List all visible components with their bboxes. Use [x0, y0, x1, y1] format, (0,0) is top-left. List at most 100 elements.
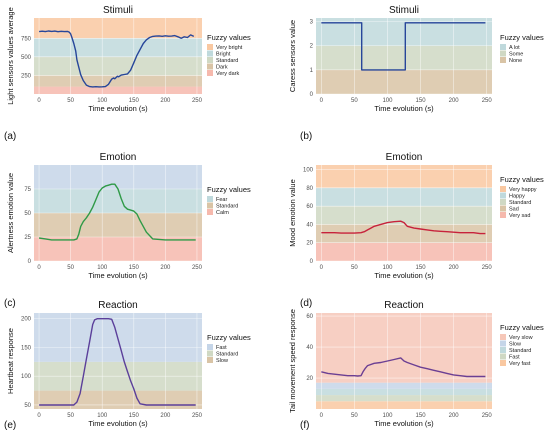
panel-label: (e) — [4, 420, 16, 431]
x-tick-label: 50 — [351, 265, 358, 271]
y-tick-label: 100 — [303, 168, 314, 174]
band-1 — [34, 213, 202, 237]
chart-title: Emotion — [386, 152, 423, 163]
legend-entry: None — [509, 58, 522, 64]
x-axis-label: Time evolution (s) — [88, 419, 148, 428]
legend-swatch — [500, 334, 506, 340]
x-tick-label: 100 — [97, 98, 108, 104]
legend-swatch — [207, 357, 213, 363]
x-tick-label: 0 — [320, 265, 324, 271]
x-tick-label: 100 — [382, 413, 393, 419]
legend-swatch — [207, 350, 213, 357]
x-axis-label: Time evolution (s) — [374, 271, 434, 280]
y-tick-label: 25 — [24, 235, 31, 241]
chart-title: Stimuli — [389, 5, 419, 16]
legend-title: Fuzzy values — [207, 333, 251, 342]
series-line-0 — [321, 357, 486, 378]
legend-swatch — [207, 196, 213, 202]
x-tick-label: 200 — [449, 413, 460, 419]
legend-entry: Very happy — [509, 187, 537, 193]
legend-title: Fuzzy values — [500, 175, 544, 184]
legend-entry: Calm — [216, 210, 229, 216]
x-tick-label: 50 — [351, 98, 358, 104]
x-tick-label: 0 — [320, 413, 324, 419]
y-axis-label: Light sensors values average — [6, 7, 15, 105]
x-tick-label: 250 — [192, 98, 203, 104]
x-tick-label: 250 — [482, 265, 493, 271]
legend-entry: Happy — [509, 194, 525, 200]
x-tick-label: 250 — [482, 413, 493, 419]
x-tick-label: 0 — [320, 98, 324, 104]
legend-swatch — [500, 212, 506, 218]
x-tick-label: 150 — [416, 413, 427, 419]
y-tick-label: 40 — [306, 222, 313, 228]
x-tick-label: 250 — [482, 98, 493, 104]
chart-panel-5: 0 50 100 150 200 250 20 40 60 Reaction Time evolut… — [288, 300, 544, 428]
band-2 — [34, 56, 202, 76]
legend: Fuzzy values Very brightBrightStandardDar… — [207, 33, 251, 77]
panel-label: (c) — [4, 298, 16, 309]
legend-entry: Very bright — [216, 45, 243, 51]
x-axis-label: Time evolution (s) — [88, 271, 148, 280]
chart-panel-3: 0 50 100 150 200 250 0 20 40 60 80 100 Emotion Time e… — [288, 152, 544, 280]
legend-entry: Very sad — [509, 213, 530, 219]
legend-swatch — [207, 63, 213, 70]
chart-title: Reaction — [98, 300, 137, 311]
band-1 — [316, 45, 492, 70]
band-1 — [316, 395, 492, 402]
legend-swatch — [500, 192, 506, 199]
legend-swatch — [500, 347, 506, 353]
y-tick-label: 1 — [310, 68, 314, 74]
legend-swatch — [500, 57, 506, 63]
y-tick-label: 150 — [21, 345, 32, 351]
x-tick-label: 50 — [351, 413, 358, 419]
x-tick-label: 150 — [416, 265, 427, 271]
x-tick-label: 200 — [449, 265, 460, 271]
legend-swatch — [500, 186, 506, 192]
band-0 — [34, 237, 202, 261]
y-tick-label: 100 — [21, 374, 32, 380]
band-1 — [34, 75, 202, 87]
x-tick-label: 200 — [449, 98, 460, 104]
x-tick-label: 250 — [192, 265, 203, 271]
y-tick-label: 60 — [306, 204, 313, 210]
band-0 — [316, 242, 492, 261]
y-tick-label: 0 — [310, 259, 314, 265]
chart-title: Stimuli — [103, 5, 133, 16]
legend-entry: Standard — [509, 348, 531, 354]
y-axis-label: Caress sensors value — [288, 20, 297, 92]
panel-label: (d) — [300, 298, 312, 309]
x-axis-label: Time evolution (s) — [88, 104, 148, 113]
legend-swatch — [207, 44, 213, 50]
legend-swatch — [207, 202, 213, 209]
x-tick-label: 150 — [129, 98, 140, 104]
x-tick-label: 50 — [67, 265, 74, 271]
legend-entry: Sad — [509, 207, 519, 213]
y-tick-label: 50 — [24, 403, 31, 409]
band-0 — [34, 390, 202, 409]
legend-entry: Very slow — [509, 335, 533, 341]
y-axis-label: Alertness emotion value — [6, 173, 15, 253]
y-tick-label: 500 — [21, 55, 32, 61]
legend: Fuzzy values Very slowSlowStandardFastVer… — [500, 323, 544, 367]
legend: Fuzzy values Very happyHappyStandardSadVe… — [500, 175, 544, 219]
y-tick-label: 60 — [306, 314, 313, 320]
y-axis-label: Tail movement speed response — [288, 309, 297, 413]
y-tick-label: 20 — [306, 376, 313, 382]
x-tick-label: 150 — [129, 413, 140, 419]
chart-panel-1: 0 50 100 150 200 250 0 1 2 3 Stimuli Time evolution… — [288, 5, 544, 113]
y-tick-label: 250 — [21, 73, 32, 79]
y-tick-label: 80 — [306, 186, 313, 192]
y-tick-label: 0 — [310, 92, 314, 98]
legend-entry: Some — [509, 52, 523, 58]
legend-title: Fuzzy values — [207, 185, 251, 194]
legend-entry: Very fast — [509, 361, 531, 367]
legend-title: Fuzzy values — [500, 323, 544, 332]
legend-swatch — [500, 353, 506, 360]
band-0 — [34, 86, 202, 94]
legend-entry: Standard — [509, 200, 531, 206]
legend-entry: Slow — [509, 342, 521, 348]
legend-swatch — [500, 360, 506, 366]
panel-label: (f) — [300, 420, 309, 431]
